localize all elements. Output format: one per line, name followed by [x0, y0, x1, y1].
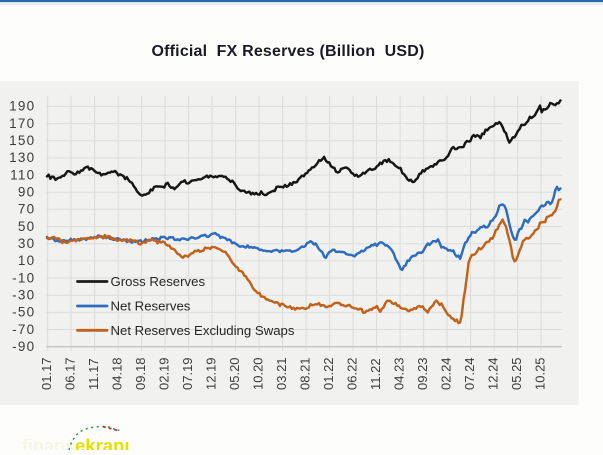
svg-text:12.19: 12.19 — [204, 357, 219, 390]
svg-text:finans: finans — [22, 436, 75, 450]
svg-text:11.22: 11.22 — [368, 358, 383, 390]
svg-text:01.22: 01.22 — [321, 357, 336, 390]
svg-text:Gross Reserves: Gross Reserves — [111, 274, 206, 289]
svg-text:04.23: 04.23 — [392, 357, 407, 390]
svg-text:90: 90 — [18, 185, 36, 200]
svg-text:30: 30 — [18, 236, 36, 251]
svg-text:05.25: 05.25 — [509, 357, 524, 390]
svg-text:02.24: 02.24 — [439, 357, 454, 390]
svg-text:-30: -30 — [12, 288, 35, 303]
svg-text:06.22: 06.22 — [345, 357, 360, 390]
svg-text:01.17: 01.17 — [39, 357, 54, 390]
svg-text:12.24: 12.24 — [486, 357, 501, 390]
svg-text:08.21: 08.21 — [298, 357, 313, 390]
svg-text:130: 130 — [9, 150, 35, 165]
svg-text:150: 150 — [9, 133, 35, 148]
svg-text:04.18: 04.18 — [110, 357, 125, 390]
svg-text:Net Reserves: Net Reserves — [111, 299, 191, 314]
svg-text:Official FX Reserves (Billion: Official FX Reserves (Billion USD) — [151, 43, 424, 60]
svg-text:07.19: 07.19 — [180, 357, 195, 390]
svg-text:11.17: 11.17 — [86, 358, 101, 390]
svg-text:-10: -10 — [12, 270, 35, 285]
svg-text:170: 170 — [9, 116, 35, 131]
svg-text:70: 70 — [18, 202, 36, 217]
svg-text:Net Reserves Excluding Swaps: Net Reserves Excluding Swaps — [111, 323, 295, 338]
svg-text:06.17: 06.17 — [63, 357, 78, 390]
svg-text:110: 110 — [10, 167, 35, 182]
svg-text:-70: -70 — [12, 322, 35, 337]
svg-text:09.18: 09.18 — [133, 357, 148, 390]
svg-text:09.23: 09.23 — [415, 357, 430, 390]
svg-text:-90: -90 — [12, 339, 35, 354]
svg-text:ekranı: ekranı — [75, 435, 130, 450]
svg-text:-50: -50 — [12, 305, 35, 320]
svg-text:02.19: 02.19 — [157, 357, 172, 390]
svg-text:03.21: 03.21 — [274, 357, 289, 390]
svg-text:05.20: 05.20 — [227, 357, 242, 390]
svg-text:07.24: 07.24 — [462, 357, 477, 390]
svg-text:10.20: 10.20 — [251, 357, 266, 390]
svg-text:50: 50 — [18, 219, 36, 234]
svg-text:190: 190 — [9, 99, 35, 114]
svg-text:10: 10 — [18, 253, 36, 268]
svg-text:10.25: 10.25 — [533, 357, 548, 390]
